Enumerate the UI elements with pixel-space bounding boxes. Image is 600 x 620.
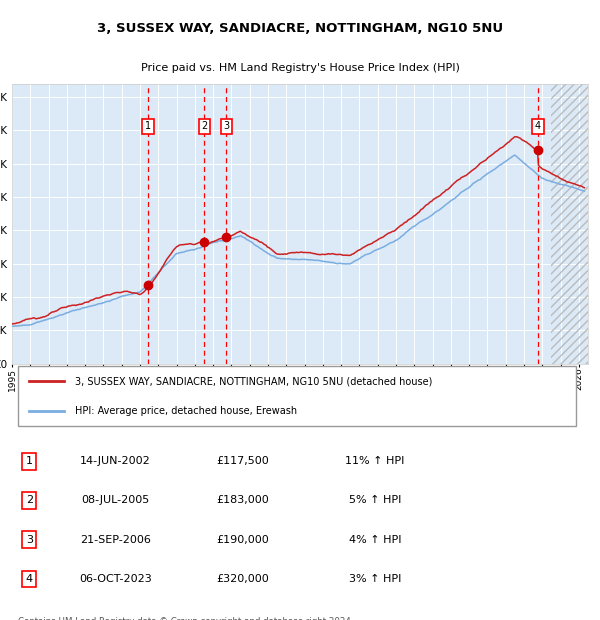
Text: £183,000: £183,000: [216, 495, 269, 505]
Text: £320,000: £320,000: [216, 574, 269, 584]
Text: 06-OCT-2023: 06-OCT-2023: [79, 574, 152, 584]
Text: Price paid vs. HM Land Registry's House Price Index (HPI): Price paid vs. HM Land Registry's House …: [140, 63, 460, 73]
Text: 3, SUSSEX WAY, SANDIACRE, NOTTINGHAM, NG10 5NU (detached house): 3, SUSSEX WAY, SANDIACRE, NOTTINGHAM, NG…: [76, 376, 433, 386]
Text: 5% ↑ HPI: 5% ↑ HPI: [349, 495, 401, 505]
Text: Contains HM Land Registry data © Crown copyright and database right 2024.: Contains HM Land Registry data © Crown c…: [18, 616, 353, 620]
Text: 14-JUN-2002: 14-JUN-2002: [80, 456, 151, 466]
Text: 4% ↑ HPI: 4% ↑ HPI: [349, 534, 401, 545]
Text: 2: 2: [26, 495, 33, 505]
FancyBboxPatch shape: [18, 366, 577, 427]
Text: 08-JUL-2005: 08-JUL-2005: [82, 495, 150, 505]
Text: £190,000: £190,000: [216, 534, 269, 545]
Text: 4: 4: [535, 122, 541, 131]
Text: 1: 1: [145, 122, 151, 131]
Text: £117,500: £117,500: [216, 456, 269, 466]
Text: HPI: Average price, detached house, Erewash: HPI: Average price, detached house, Erew…: [76, 406, 298, 417]
Text: 3, SUSSEX WAY, SANDIACRE, NOTTINGHAM, NG10 5NU: 3, SUSSEX WAY, SANDIACRE, NOTTINGHAM, NG…: [97, 22, 503, 35]
Bar: [551, 84, 588, 363]
Text: 3: 3: [223, 122, 229, 131]
Text: 3% ↑ HPI: 3% ↑ HPI: [349, 574, 401, 584]
Text: 2: 2: [201, 122, 208, 131]
Text: 1: 1: [26, 456, 33, 466]
Text: 11% ↑ HPI: 11% ↑ HPI: [345, 456, 404, 466]
Text: 21-SEP-2006: 21-SEP-2006: [80, 534, 151, 545]
Text: 4: 4: [26, 574, 33, 584]
Text: 3: 3: [26, 534, 33, 545]
